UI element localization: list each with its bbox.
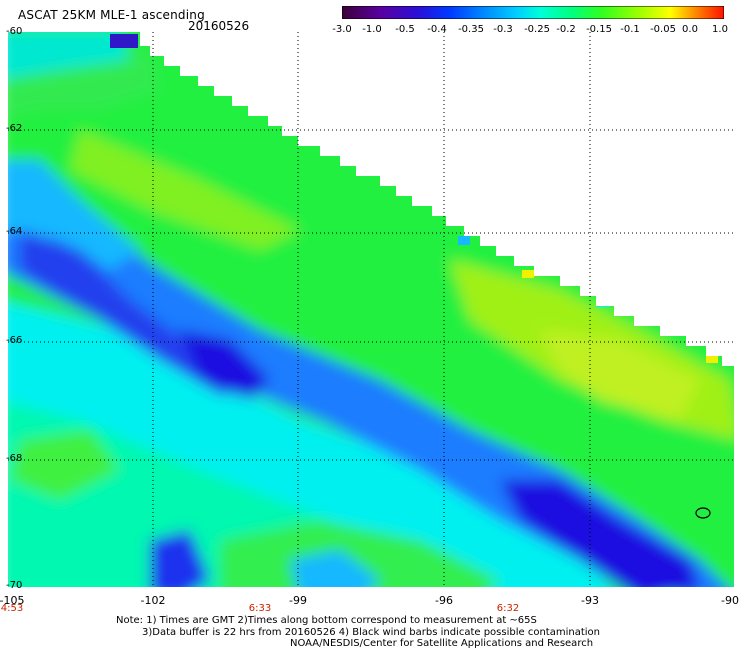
colorbar-label: 0.0: [682, 24, 698, 35]
time-label: 6:32: [496, 603, 520, 614]
lat-label: -70: [6, 580, 23, 591]
field-lightblue-speck: [458, 236, 470, 245]
contamination-marker: [695, 507, 711, 519]
colorbar-label: -0.5: [395, 24, 415, 35]
lon-label: -90: [721, 594, 739, 607]
colorbar-label: -3.0: [332, 24, 352, 35]
lat-label: -68: [6, 453, 23, 464]
colorbar-label: -0.4: [427, 24, 447, 35]
colorbar-label: -0.35: [458, 24, 484, 35]
colorbar-label: -0.2: [556, 24, 576, 35]
lat-label: -64: [6, 226, 23, 237]
colorbar-label: -0.25: [524, 24, 550, 35]
map-title: ASCAT 25KM MLE-1 ascending: [18, 8, 205, 22]
field-yellowgreen-right: [540, 330, 700, 420]
map-date: 20160526: [188, 19, 250, 33]
time-label: 6:33: [248, 603, 272, 614]
field-deepblue-right: [500, 480, 699, 587]
swath-edge-mask: [140, 32, 734, 366]
lat-label: -66: [6, 335, 23, 346]
colorbar-label: -0.05: [650, 24, 676, 35]
lon-label: -96: [435, 594, 453, 607]
lon-label: -99: [289, 594, 307, 607]
colorbar-label: -0.15: [586, 24, 612, 35]
field-green-bottom: [220, 520, 500, 587]
colorbar-label: -0.1: [620, 24, 640, 35]
field-cyan-topleft: [8, 32, 130, 79]
field-lightblue-left: [8, 160, 140, 270]
graticule: [8, 32, 734, 587]
lon-label: -93: [581, 594, 599, 607]
lon-label: -105: [0, 594, 25, 607]
field-blue-bottomleft: [150, 530, 210, 587]
field-purple-speck: [110, 34, 138, 48]
colorbar: [342, 6, 724, 19]
field-yellow-speck: [706, 354, 718, 363]
lat-label: -62: [6, 123, 23, 134]
lat-label: -60: [6, 26, 23, 37]
field-blue-bottomcenter: [290, 550, 380, 587]
field-lime-upper: [70, 130, 300, 250]
colorbar-label: -0.3: [493, 24, 513, 35]
footer-note-line3: NOAA/NESDIS/Center for Satellite Applica…: [290, 638, 594, 649]
field-deepblue-center: [180, 330, 270, 400]
footer-note-line1: Note: 1) Times are GMT 2)Times along bot…: [116, 615, 537, 626]
lon-label: -102: [140, 594, 166, 607]
colorbar-label: -1.0: [362, 24, 382, 35]
field-yellow-speck: [522, 270, 534, 278]
footer-note-line2: 3)Data buffer is 22 hrs from 20160526 4)…: [142, 627, 600, 638]
colorbar-label: 1.0: [712, 24, 728, 35]
time-label: 4:53: [0, 603, 24, 614]
field-green-leftpatch: [10, 430, 120, 500]
